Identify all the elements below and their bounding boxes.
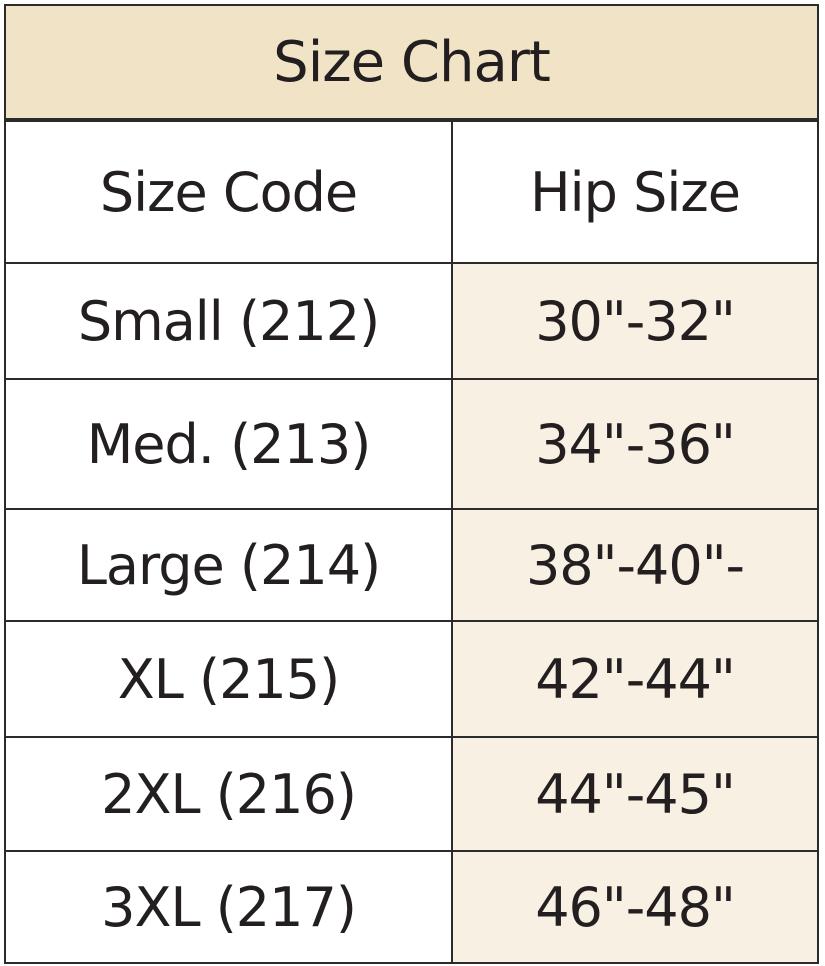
table-title: Size Chart [4,4,819,120]
hip-size-cell: 34"-36" [451,378,819,510]
hip-size-cell: 46"-48" [451,850,819,964]
hip-size-cell: 42"-44" [451,620,819,738]
size-code-cell: Small (212) [4,262,453,380]
size-code-cell: 2XL (216) [4,736,453,852]
column-header: Size Code [4,120,453,264]
hip-size-cell: 38"-40"- [451,508,819,622]
size-code-cell: Large (214) [4,508,453,622]
hip-size-cell: 30"-32" [451,262,819,380]
column-header: Hip Size [451,120,819,264]
size-code-cell: Med. (213) [4,378,453,510]
size-code-cell: XL (215) [4,620,453,738]
size-code-cell: 3XL (217) [4,850,453,964]
hip-size-cell: 44"-45" [451,736,819,852]
